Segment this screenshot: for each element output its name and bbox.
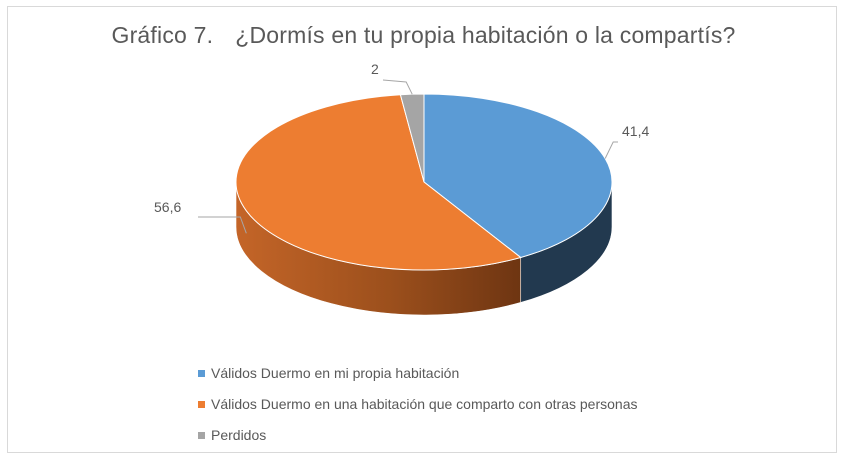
legend: Válidos Duermo en mi propia habitación V… bbox=[198, 362, 637, 455]
data-label: 56,6 bbox=[154, 199, 181, 215]
data-label: 41,4 bbox=[622, 123, 649, 139]
data-label: 2 bbox=[371, 61, 379, 77]
legend-label: Válidos Duermo en mi propia habitación bbox=[211, 365, 460, 381]
pie-leader-lines bbox=[198, 79, 618, 234]
leader-line bbox=[604, 141, 618, 159]
chart-title-prefix: Gráfico 7. bbox=[111, 22, 214, 48]
pie-data-labels: 41,4 56,6 2 bbox=[154, 61, 649, 215]
chart-title: Gráfico 7. ¿Dormís en tu propia habitació… bbox=[0, 22, 847, 49]
legend-label: Perdidos bbox=[211, 427, 267, 443]
leader-line bbox=[382, 79, 413, 95]
legend-item: Perdidos bbox=[198, 424, 637, 446]
legend-swatch bbox=[198, 431, 205, 439]
legend-swatch bbox=[198, 400, 205, 408]
pie-slice bbox=[235, 94, 522, 271]
legend-item: Válidos Duermo en mi propia habitación bbox=[198, 362, 637, 384]
legend-label: Válidos Duermo en una habitación que com… bbox=[211, 396, 638, 412]
pie-slice bbox=[423, 93, 613, 259]
leader-line bbox=[198, 216, 247, 234]
legend-item: Válidos Duermo en una habitación que com… bbox=[198, 393, 637, 415]
pie-tops bbox=[235, 93, 613, 271]
chart-title-text: ¿Dormís en tu propia habitación o la com… bbox=[235, 22, 736, 48]
legend-swatch bbox=[198, 369, 205, 377]
